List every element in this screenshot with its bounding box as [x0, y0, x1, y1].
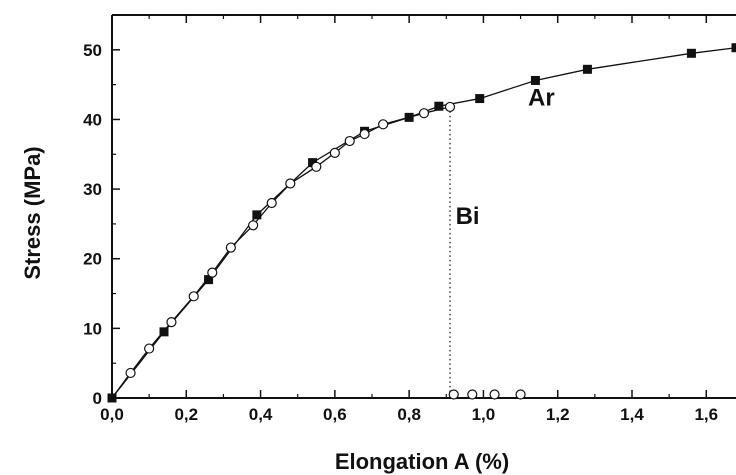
data-point-ar	[434, 101, 444, 111]
data-point-ar	[530, 75, 540, 85]
plot-frame	[111, 14, 736, 399]
x-tick-label: 1,6	[694, 405, 718, 424]
data-point-ar	[731, 43, 736, 53]
data-point-ar	[204, 275, 214, 285]
data-point-bi	[311, 161, 322, 172]
data-point-bi	[448, 389, 459, 400]
data-point-bi	[489, 389, 500, 400]
data-point-bi	[444, 101, 456, 113]
series-lines	[111, 47, 736, 399]
x-axis-ticks: 0,0 0,2 0,4 0,6 0,8 1,0 1,2 1,4 1,6	[100, 15, 718, 424]
data-point-bi	[467, 389, 478, 400]
x-tick-label: 1,0	[472, 405, 496, 424]
y-tick-label: 50	[83, 41, 102, 60]
x-axis-title: Elongation A (%)	[335, 449, 509, 474]
data-point-bi	[248, 220, 259, 231]
data-point-ar	[107, 393, 117, 403]
x-tick-label: 0,6	[323, 405, 347, 424]
series-line-ar	[111, 47, 736, 399]
y-axis-title: Stress (MPa)	[20, 146, 45, 279]
y-tick-label: 0	[93, 389, 102, 408]
annotation-bi: Bi	[456, 203, 480, 230]
data-point-bi	[144, 343, 155, 354]
data-point-bi	[285, 178, 296, 189]
data-point-ar	[582, 64, 592, 74]
y-tick-label: 10	[83, 319, 102, 338]
y-tick-label: 20	[83, 250, 102, 269]
x-tick-label: 0,2	[174, 405, 198, 424]
data-point-ar	[252, 210, 262, 220]
data-point-ar	[475, 94, 485, 104]
data-point-bi	[125, 367, 136, 379]
data-point-bi	[329, 147, 340, 158]
series-points	[107, 43, 736, 403]
data-point-bi	[207, 267, 218, 278]
data-point-bi	[378, 119, 389, 130]
y-tick-label: 40	[83, 110, 102, 129]
data-point-ar	[686, 48, 696, 58]
x-tick-label: 0,0	[100, 405, 124, 424]
data-point-ar	[308, 158, 318, 168]
x-tick-label: 1,4	[620, 405, 644, 424]
data-point-bi	[515, 389, 526, 400]
x-tick-label: 1,2	[546, 405, 570, 424]
annotation-ar: Ar	[528, 85, 555, 112]
data-point-bi	[266, 197, 277, 209]
data-point-bi	[166, 316, 177, 328]
x-tick-label: 0,8	[397, 405, 421, 424]
data-point-bi	[225, 242, 236, 253]
data-point-bi	[359, 128, 370, 140]
x-tick-label: 0,4	[249, 405, 273, 424]
data-point-ar	[404, 112, 414, 122]
data-point-ar	[159, 327, 169, 337]
data-point-bi	[418, 108, 430, 119]
data-point-bi	[188, 291, 199, 302]
y-axis-ticks: 0 10 20 30 40 50	[83, 14, 120, 408]
data-point-bi	[344, 135, 355, 147]
annotations: Ar Bi	[456, 85, 555, 230]
series-line-bi	[111, 106, 451, 399]
y-tick-label: 30	[83, 180, 102, 199]
